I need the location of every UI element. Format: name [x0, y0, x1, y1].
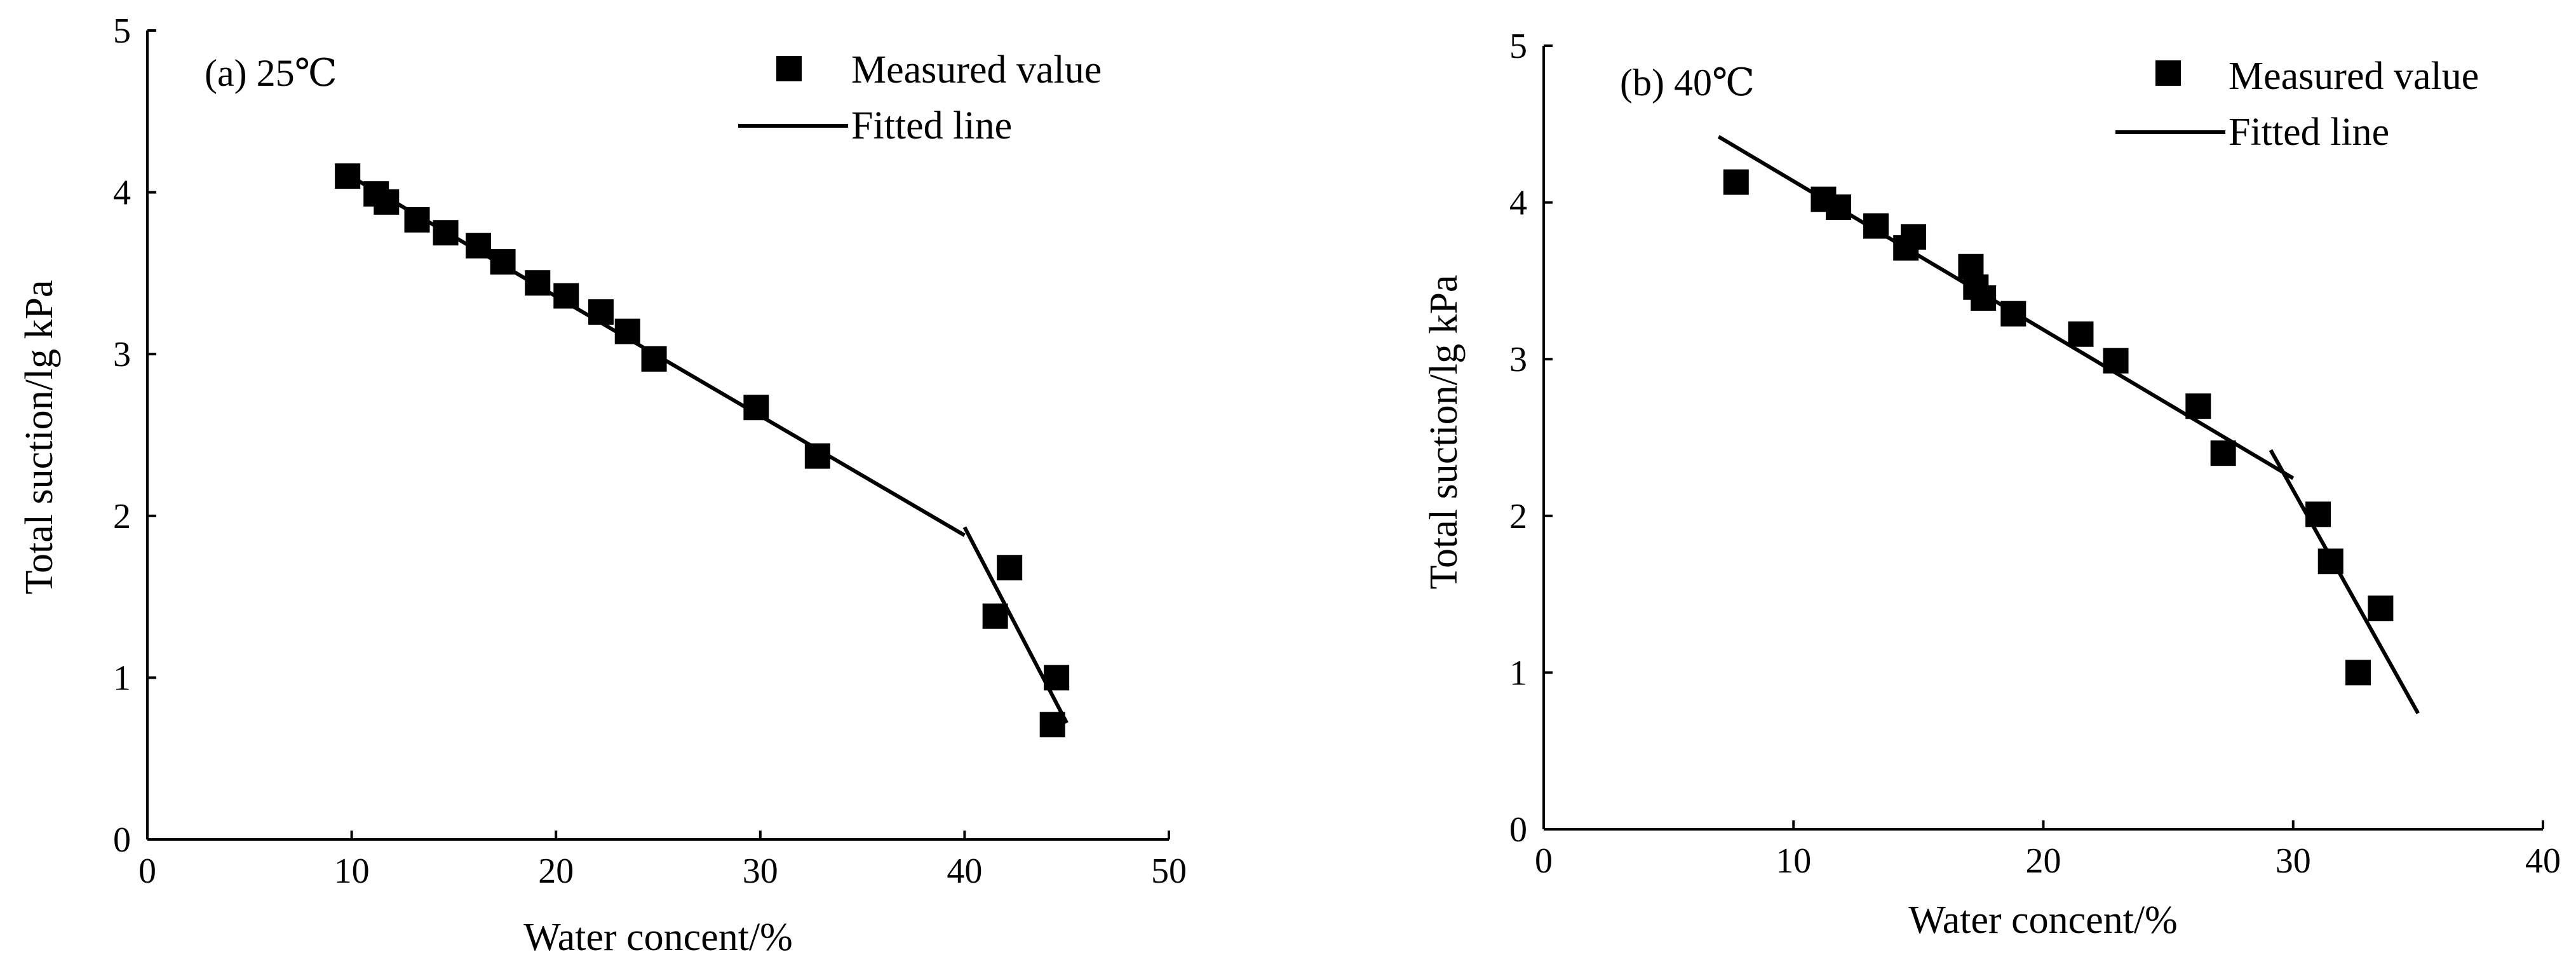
legend-label-fitted: Fitted line [2229, 111, 2389, 154]
measured-point [2345, 660, 2371, 686]
y-tick-label: 4 [113, 173, 131, 213]
x-tick-label: 40 [2525, 841, 2561, 881]
y-tick-label: 5 [113, 11, 131, 51]
fitted-line-segment [2269, 449, 2420, 714]
legend-marker-measured [776, 56, 802, 81]
y-ticks [1544, 44, 1553, 831]
measured-point [2368, 595, 2394, 621]
panel-label: (b) 40℃ [1620, 62, 1755, 104]
measured-point [433, 220, 459, 246]
measured-point [2305, 501, 2331, 527]
measured-point [1971, 285, 1997, 311]
x-tick-label: 10 [334, 852, 370, 891]
y-tick-label: 3 [1509, 340, 1527, 379]
measured-point [465, 233, 491, 259]
measured-point [1039, 712, 1065, 738]
x-ticks [1542, 820, 2544, 829]
measured-point [2210, 440, 2236, 466]
panel-label: (a) 25℃ [205, 52, 337, 94]
measured-point [404, 207, 430, 233]
x-ticks [146, 831, 1170, 839]
measured-point [1826, 194, 1852, 220]
y-tick-labels: 0 1 2 3 4 5 [1509, 27, 1527, 850]
measured-point [335, 163, 361, 189]
measured-point [1044, 665, 1070, 691]
measured-point [982, 603, 1008, 629]
measured-point [614, 318, 640, 344]
fitted-line-series [1717, 135, 2420, 714]
measured-point [743, 395, 769, 421]
legend-label-fitted: Fitted line [851, 104, 1012, 147]
y-axis-label: Total suction/lg kPa [18, 280, 61, 594]
x-tick-label: 10 [1776, 841, 1811, 881]
y-tick-label: 5 [1509, 27, 1527, 66]
y-tick-label: 2 [113, 497, 131, 536]
y-tick-label: 1 [113, 658, 131, 698]
fitted-line-series [354, 177, 1069, 724]
y-axis-label: Total suction/lg kPa [1422, 275, 1466, 589]
measured-point [997, 555, 1023, 581]
x-axis-label: Water concent/% [1908, 899, 2178, 942]
x-tick-label: 50 [1151, 852, 1187, 891]
measured-point [1863, 213, 1889, 239]
y-tick-label: 1 [1509, 653, 1527, 693]
panel-b: 0 10 20 30 40 0 1 2 3 4 5 (b) 40℃ Measured value … [1422, 27, 2561, 942]
measured-point [490, 249, 516, 275]
legend-marker-measured [2155, 60, 2181, 86]
x-tick-label: 0 [138, 852, 156, 891]
x-tick-label: 20 [538, 852, 574, 891]
measured-point [2000, 301, 2026, 327]
y-ticks [147, 29, 156, 841]
measured-point [525, 270, 551, 296]
x-tick-label: 0 [1535, 841, 1553, 881]
legend: Measured value Fitted line [738, 48, 1102, 147]
measured-point [1901, 224, 1927, 250]
measured-point [2185, 393, 2211, 419]
measured-point [804, 443, 830, 469]
measured-value-series [1723, 169, 2394, 686]
measured-point [2103, 348, 2129, 374]
x-tick-label: 20 [2026, 841, 2061, 881]
y-tick-label: 4 [1509, 184, 1527, 223]
measured-point [1723, 169, 1749, 195]
y-tick-label: 0 [113, 820, 131, 860]
measured-point [2068, 321, 2094, 347]
y-tick-label: 2 [1509, 497, 1527, 536]
legend-label-measured: Measured value [851, 48, 1102, 92]
x-tick-label: 30 [2276, 841, 2311, 881]
x-axis-label: Water concent/% [523, 916, 793, 959]
legend-label-measured: Measured value [2229, 55, 2479, 98]
x-tick-label: 40 [947, 852, 982, 891]
legend: Measured value Fitted line [2115, 55, 2479, 154]
measured-point [553, 283, 579, 309]
measured-point [374, 189, 400, 215]
y-tick-label: 3 [113, 335, 131, 374]
panel-a: 0 10 20 30 40 50 0 1 2 3 4 5 (a) 25℃ Measured valu… [18, 11, 1187, 959]
y-tick-labels: 0 1 2 3 4 5 [113, 11, 131, 860]
y-tick-label: 0 [1509, 810, 1527, 850]
x-tick-label: 30 [743, 852, 778, 891]
measured-point [2317, 548, 2343, 574]
x-tick-labels: 0 10 20 30 40 [1535, 841, 2561, 881]
measured-point [588, 299, 614, 325]
x-tick-labels: 0 10 20 30 40 50 [138, 852, 1187, 891]
measured-point [641, 346, 667, 372]
measured-value-series [335, 163, 1070, 738]
